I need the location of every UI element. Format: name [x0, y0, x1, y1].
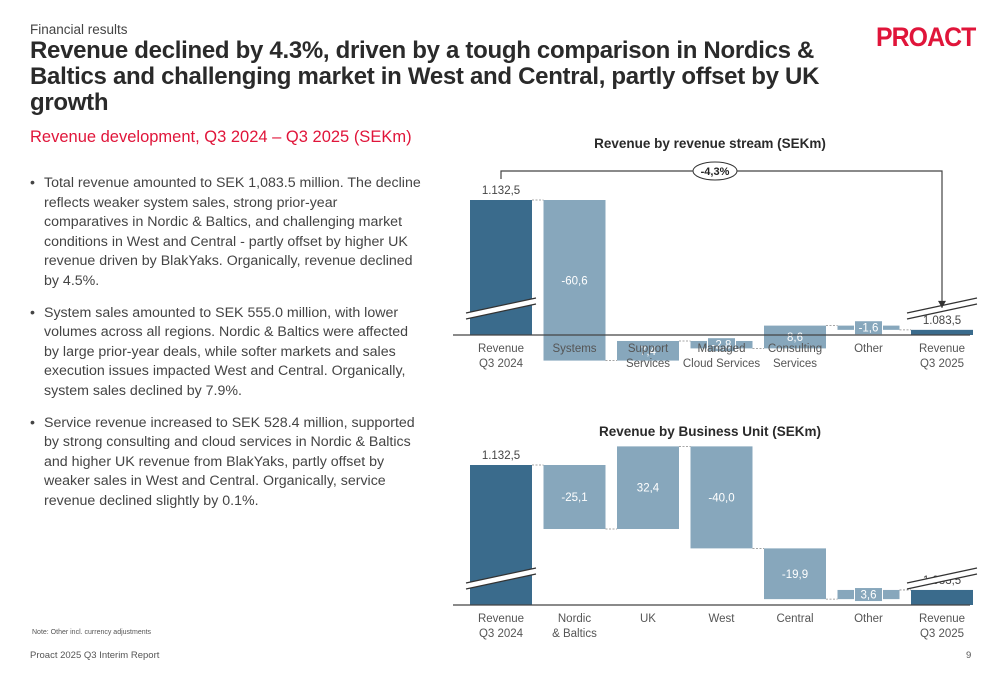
x-tick-label: Nordic: [558, 613, 591, 625]
page-title: Revenue declined by 4.3%, driven by a to…: [30, 37, 820, 116]
axis-break-gap: [466, 298, 536, 319]
change-badge: [692, 161, 738, 181]
x-tick-label: Other: [854, 613, 883, 625]
bar-value-label: -19,9: [782, 569, 808, 581]
business-unit-waterfall-chart: Revenue by Business Unit (SEKm) 1.132,5 -2…: [453, 424, 978, 640]
bar-value-label: 1.083,5: [923, 315, 961, 327]
proact-logo: PROACT: [876, 22, 976, 52]
x-tick-label: Cloud Services: [683, 358, 761, 370]
arrow-down-icon: [938, 300, 946, 308]
bar-value-label: 3,6: [861, 590, 877, 602]
chart-title: Revenue by revenue stream (SEKm): [594, 136, 826, 151]
x-tick-label: Services: [773, 358, 817, 370]
change-badge-label: -4,3%: [701, 166, 730, 178]
waterfall-bar: [543, 200, 606, 361]
footnote: Note: Other incl. currency adjustments: [32, 629, 152, 636]
bar-value-label: -60,6: [561, 275, 587, 287]
x-tick-label: Services: [626, 358, 670, 370]
footer-report-name: Proact 2025 Q3 Interim Report: [30, 650, 160, 661]
total-bar: [911, 329, 973, 335]
axis-break-line: [906, 567, 978, 584]
bullet-item: • System sales amounted to SEK 555.0 mill…: [30, 304, 425, 402]
waterfall-bar: [764, 548, 826, 600]
axis-break-line: [906, 303, 978, 320]
x-tick-label: Central: [776, 613, 813, 625]
waterfall-bar: [617, 446, 679, 530]
axis-break-line: [465, 297, 537, 314]
x-tick-label: Q3 2024: [479, 628, 524, 640]
bar-value-label: 1.132,5: [482, 450, 520, 462]
axis-break-gap: [907, 298, 977, 319]
x-tick-label: Q3 2025: [920, 628, 964, 640]
x-tick-label: West: [709, 613, 736, 625]
bar-label-box: [854, 587, 883, 603]
waterfall-bar: [690, 446, 753, 549]
x-tick-label: Other: [854, 343, 883, 355]
x-tick-label: Revenue: [478, 343, 524, 355]
section-kicker: Financial results: [30, 22, 128, 37]
bullet-list: • Total revenue amounted to SEK 1,083.5 m…: [30, 174, 425, 524]
total-bar: [911, 589, 973, 605]
chart-title: Revenue by Business Unit (SEKm): [599, 424, 821, 439]
bullet-item: • Total revenue amounted to SEK 1,083.5 m…: [30, 174, 425, 292]
waterfall-bar: [543, 465, 606, 530]
revenue-stream-waterfall-chart: Revenue by revenue stream (SEKm) 1.132,5 -…: [453, 136, 978, 370]
bullet-text: Total revenue amounted to SEK 1,083.5 mi…: [44, 175, 421, 289]
x-tick-label: UK: [640, 613, 656, 625]
bar-value-label: 32,4: [637, 483, 660, 495]
x-tick-label: Q3 2024: [479, 358, 524, 370]
axis-break-gap: [907, 568, 977, 589]
axis-break-gap: [466, 568, 536, 589]
x-tick-label: Systems: [552, 343, 596, 355]
page-number: 9: [966, 650, 972, 661]
x-tick-label: Managed: [698, 343, 746, 355]
x-tick-label: Revenue: [478, 613, 524, 625]
waterfall-bar: [617, 340, 679, 361]
bullet-item: • Service revenue increased to SEK 528.4 …: [30, 414, 425, 512]
x-tick-label: Revenue: [919, 343, 965, 355]
axis-break-line: [465, 567, 537, 584]
bar-value-label: 7,4: [640, 346, 657, 358]
x-tick-label: Q3 2025: [920, 358, 964, 370]
bar-value-label: -2,8: [712, 340, 732, 352]
bullet-text: System sales amounted to SEK 555.0 milli…: [44, 304, 409, 399]
waterfall-bar: [764, 325, 826, 349]
x-tick-label: Support: [628, 343, 669, 355]
x-tick-label: Consulting: [768, 343, 822, 355]
bar-label-box: [707, 337, 736, 353]
x-tick-label: & Baltics: [552, 628, 597, 640]
bar-value-label: -25,1: [561, 492, 587, 504]
bullet-icon: •: [30, 304, 35, 321]
axis-break-line: [906, 573, 978, 590]
bullet-text: Service revenue increased to SEK 528.4 m…: [44, 414, 415, 509]
bullet-icon: •: [30, 414, 35, 431]
axis-break-line: [465, 303, 537, 320]
bullet-icon: •: [30, 175, 35, 191]
page-subtitle: Revenue development, Q3 2024 – Q3 2025 (…: [30, 128, 412, 146]
axis-break-line: [465, 573, 537, 590]
x-tick-label: Revenue: [919, 613, 965, 625]
bar-value-label: -1,6: [859, 323, 879, 335]
bar-value-label: -40,0: [708, 492, 734, 504]
bar-value-label: 1.132,5: [482, 185, 520, 197]
